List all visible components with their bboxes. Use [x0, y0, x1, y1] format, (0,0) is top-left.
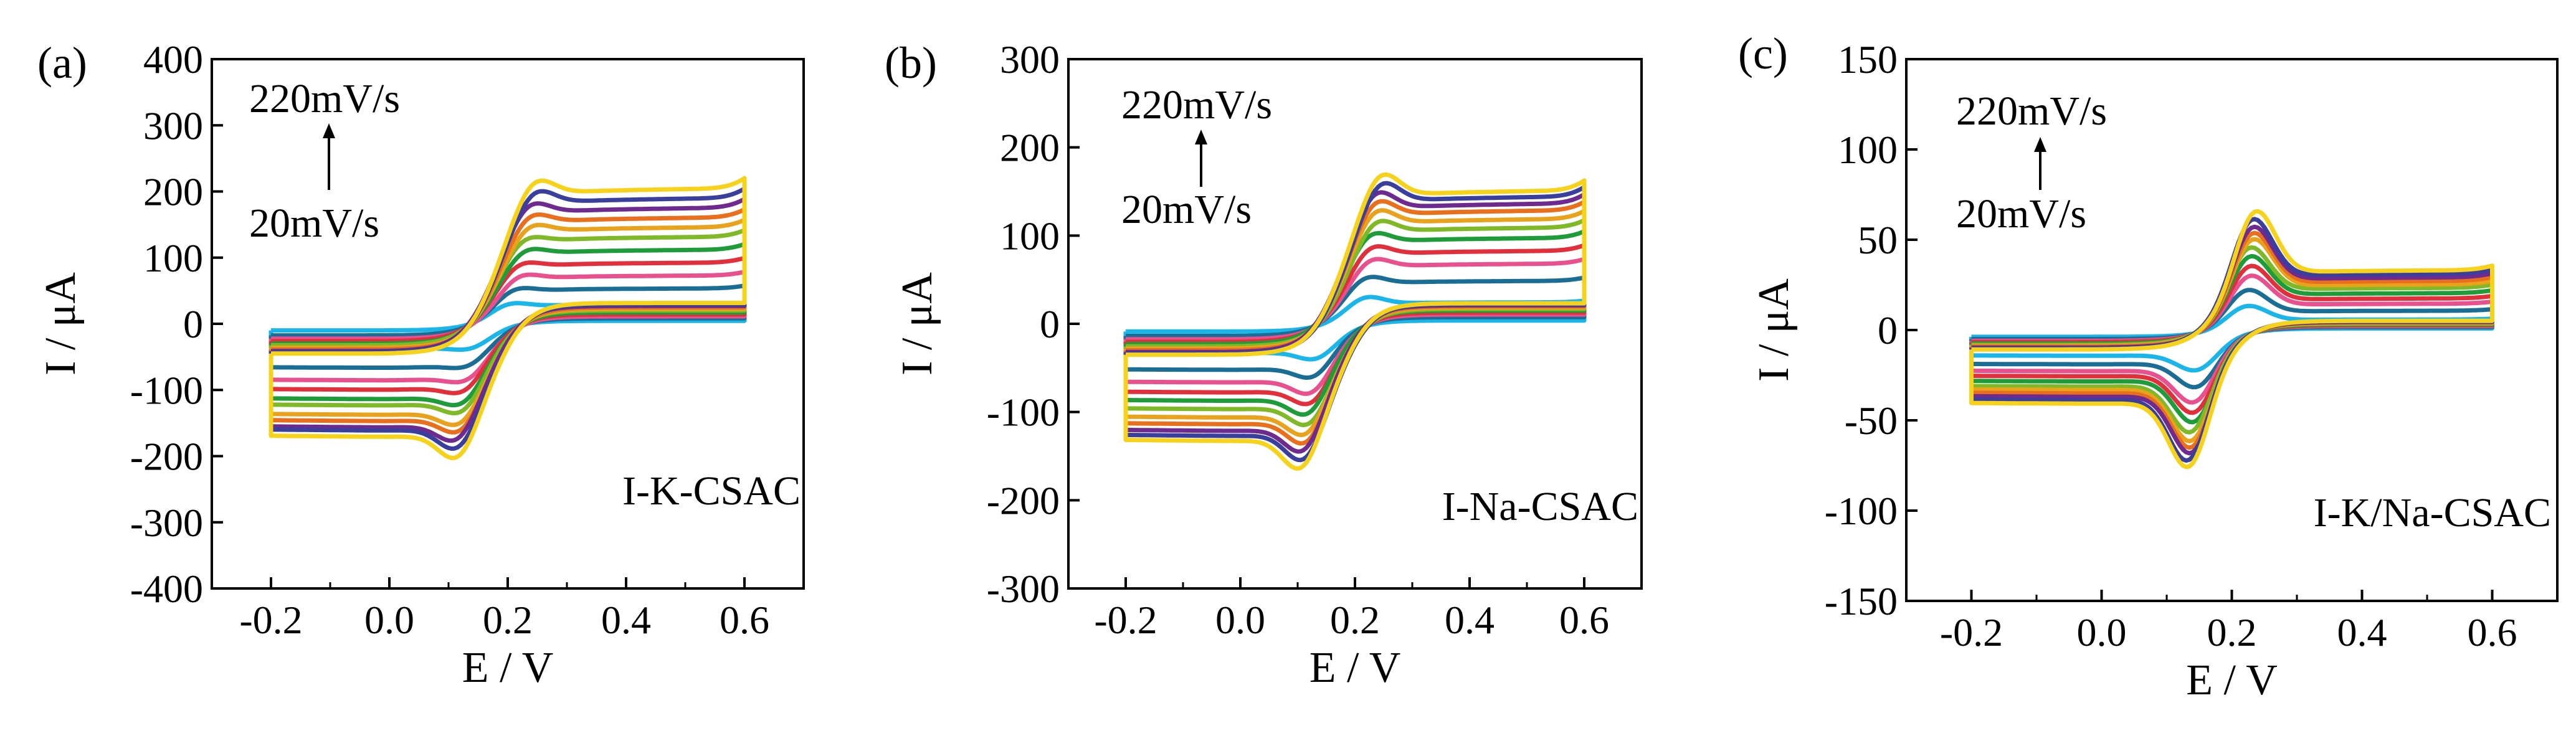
panel-label: (b) [885, 38, 937, 88]
x-tick-label: 0.4 [2337, 610, 2387, 654]
y-tick-label: -300 [130, 501, 203, 545]
arrow-head-icon [1195, 130, 1207, 144]
y-tick-label: 0 [1040, 302, 1060, 346]
arrow-head-icon [2034, 137, 2046, 152]
cv-curve-220mvs [1123, 172, 1587, 471]
annotation-max-scan-rate: 220mV/s [249, 76, 400, 121]
x-tick-label: 0.2 [2207, 610, 2257, 654]
cv-curves [1123, 172, 1587, 471]
cv-panel-2: -0.2 0.0 0.2 0.4 0.6 E / V -300 -200 -100 0 100 200… [885, 37, 1643, 692]
panel-label: (a) [37, 38, 87, 88]
y-tick-label: -200 [130, 435, 203, 479]
x-tick-label: 0.0 [364, 598, 414, 642]
x-axis-label: E / V [462, 644, 554, 692]
x-tick-label: -0.2 [1940, 610, 2003, 654]
x-axis: -0.2 0.0 0.2 0.4 0.6 [1940, 590, 2517, 654]
cv-panel-3: -0.2 0.0 0.2 0.4 0.6 E / V -150 -100 -50 0 50 100 15… [1738, 29, 2559, 704]
annotation-max-scan-rate: 220mV/s [1956, 88, 2107, 134]
y-tick-label: -50 [1845, 399, 1898, 443]
cv-panel-1: -0.2 0.0 0.2 0.4 0.6 E / V -400 -300 -200 -100 0 10… [37, 37, 805, 692]
y-tick-label: -300 [987, 567, 1060, 611]
y-tick-label: 400 [143, 37, 203, 82]
y-tick-label: -150 [1825, 579, 1898, 623]
x-tick-label: 0.4 [1445, 598, 1495, 642]
y-tick-label: -200 [987, 478, 1060, 522]
y-tick-label: 0 [183, 302, 203, 346]
cv-curve-40mvs [1123, 275, 1587, 380]
x-tick-label: 0.6 [1559, 598, 1609, 642]
y-tick-label: 200 [1000, 126, 1060, 170]
cv-curve-80mvs [269, 255, 747, 395]
y-tick-label: 300 [1000, 37, 1060, 82]
y-tick-label: -100 [1825, 489, 1898, 533]
x-tick-label: 0.6 [720, 598, 769, 642]
y-axis: -150 -100 -50 0 50 100 150 [1825, 37, 1918, 623]
cv-curve-220mvs [1969, 209, 2494, 470]
y-axis: -300 -200 -100 0 100 200 300 [987, 37, 1080, 611]
y-tick-label: -100 [130, 368, 203, 412]
y-tick-label: 100 [143, 236, 203, 280]
cv-curves [1969, 209, 2494, 470]
x-tick-label: 0.0 [1215, 598, 1265, 642]
y-tick-label: 0 [1878, 308, 1898, 352]
x-axis-label: E / V [2186, 656, 2278, 704]
x-tick-label: -0.2 [1094, 598, 1157, 642]
y-tick-label: 50 [1858, 218, 1898, 262]
y-axis: -400 -300 -200 -100 0 100 200 300 400 [130, 37, 223, 611]
y-axis-label: I / μA [37, 272, 85, 375]
y-tick-label: 150 [1838, 37, 1898, 82]
annotation-min-scan-rate: 20mV/s [249, 201, 379, 246]
y-tick-label: 100 [1838, 128, 1898, 172]
y-tick-label: 300 [143, 103, 203, 148]
y-tick-label: -100 [987, 390, 1060, 435]
x-axis: -0.2 0.0 0.2 0.4 0.6 [1094, 577, 1609, 642]
y-axis-label: I / μA [893, 272, 941, 375]
annotation-min-scan-rate: 20mV/s [1956, 191, 2086, 237]
cv-curves [269, 176, 747, 460]
x-axis-label: E / V [1309, 644, 1401, 692]
cv-curve-20mvs [1123, 295, 1587, 362]
y-tick-label: 100 [1000, 214, 1060, 258]
y-tick-label: 200 [143, 170, 203, 214]
annotation-max-scan-rate: 220mV/s [1121, 82, 1272, 128]
panel-label: (c) [1738, 29, 1788, 78]
x-tick-label: 0.2 [1330, 598, 1380, 642]
y-axis-label: I / μA [1750, 278, 1798, 382]
x-axis: -0.2 0.0 0.2 0.4 0.6 [239, 577, 769, 642]
cv-curve-220mvs [269, 176, 747, 460]
sample-label: I-K/Na-CSAC [2314, 490, 2551, 536]
x-tick-label: 0.4 [601, 598, 651, 642]
sample-label: I-Na-CSAC [1442, 484, 1638, 529]
y-tick-label: -400 [130, 567, 203, 611]
x-tick-label: 0.2 [483, 598, 533, 642]
x-tick-label: -0.2 [239, 598, 302, 642]
arrow-head-icon [323, 123, 335, 138]
x-tick-label: 0.0 [2077, 610, 2127, 654]
x-tick-label: 0.6 [2468, 610, 2517, 654]
sample-label: I-K-CSAC [622, 468, 801, 514]
annotation-min-scan-rate: 20mV/s [1121, 187, 1252, 232]
